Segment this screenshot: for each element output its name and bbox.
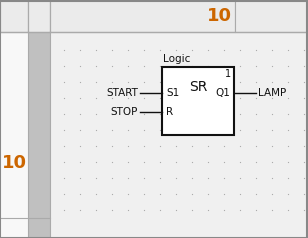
- Text: 10: 10: [2, 154, 26, 172]
- Text: S1: S1: [166, 88, 179, 98]
- Bar: [0, 0, 28, 32]
- Bar: [50, 32, 308, 238]
- Bar: [235, 0, 308, 32]
- Bar: [28, 32, 50, 238]
- Text: SR: SR: [189, 80, 207, 94]
- Text: Logic: Logic: [163, 54, 190, 64]
- Text: Q1: Q1: [215, 88, 230, 98]
- Bar: [28, 0, 50, 32]
- Bar: [50, 0, 235, 32]
- Bar: [0, 32, 28, 238]
- Text: START: START: [106, 88, 138, 98]
- Text: 1: 1: [225, 69, 231, 79]
- Text: LAMP: LAMP: [258, 88, 286, 98]
- Bar: [162, 67, 234, 135]
- Text: 10: 10: [207, 7, 232, 25]
- Text: STOP: STOP: [111, 107, 138, 117]
- Text: R: R: [166, 107, 173, 117]
